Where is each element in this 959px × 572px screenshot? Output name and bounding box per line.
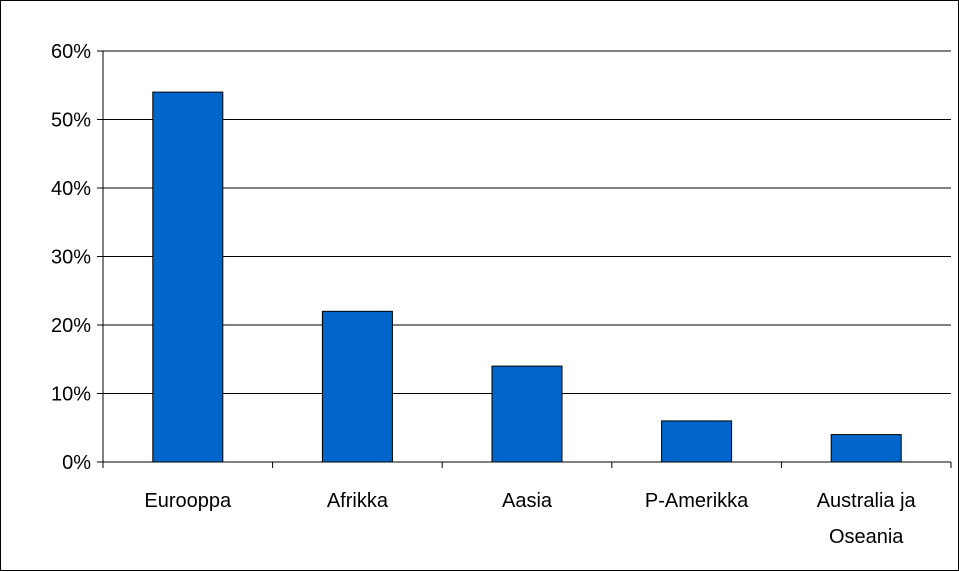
bar: [491, 365, 563, 463]
x-category-label: Aasia: [502, 490, 553, 512]
bar: [661, 420, 733, 463]
y-tick-label: 30%: [51, 247, 91, 269]
bar: [830, 434, 902, 463]
bar: [321, 310, 393, 463]
x-category-label: Australia ja Oseania: [817, 490, 917, 548]
gridlines: [103, 50, 951, 394]
y-tick-label: 60%: [51, 41, 91, 63]
x-category-label: Eurooppa: [144, 490, 232, 512]
y-tick-label: 20%: [51, 315, 91, 337]
axes: [97, 50, 952, 468]
bar: [152, 91, 224, 463]
y-tick-label: 0%: [62, 452, 91, 474]
y-tick-label: 40%: [51, 178, 91, 200]
labels: 0% 10% 20% 30% 40% 50% 60% Eurooppa Afrikka Aasia…: [51, 41, 917, 548]
y-tick-label: 10%: [51, 384, 91, 406]
x-category-label: Afrikka: [327, 490, 389, 512]
x-category-label: P-Amerikka: [645, 490, 749, 512]
y-tick-label: 50%: [51, 110, 91, 132]
bars: [152, 91, 902, 463]
